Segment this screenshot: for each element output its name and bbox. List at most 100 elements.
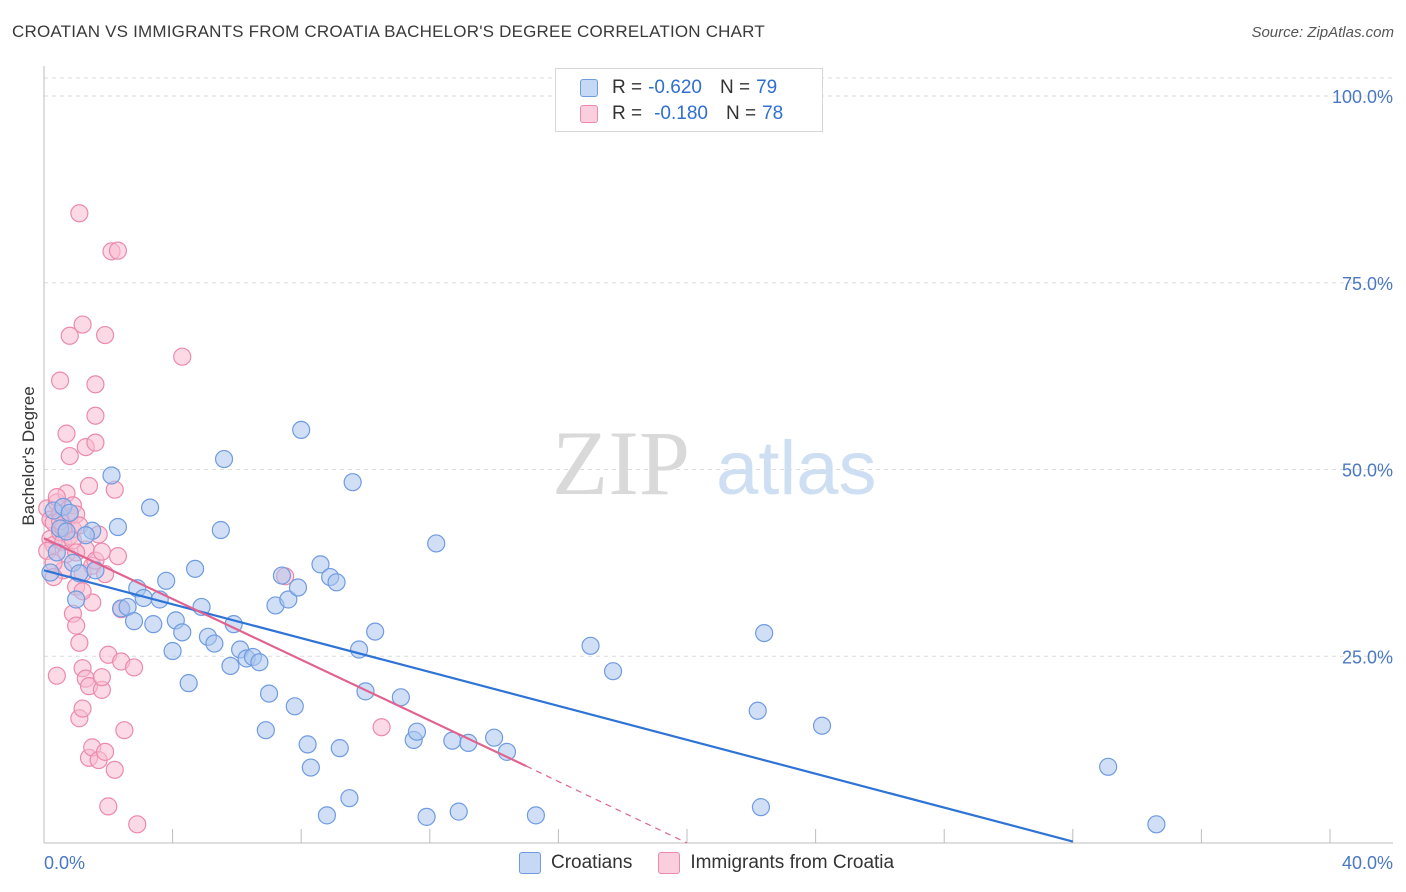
data-point-immigrants bbox=[47, 666, 66, 685]
data-point-croatians bbox=[76, 526, 95, 545]
data-point-immigrants bbox=[57, 424, 76, 443]
series-croatians-points bbox=[41, 420, 1166, 834]
data-point-immigrants bbox=[73, 315, 92, 334]
data-point-immigrants bbox=[73, 699, 92, 718]
trend-line-croatians bbox=[43, 569, 1074, 843]
legend-swatch-blue bbox=[580, 79, 598, 97]
series-immigrants-points bbox=[38, 204, 391, 834]
data-point-immigrants bbox=[95, 742, 115, 761]
data-point-immigrants bbox=[92, 668, 111, 687]
data-point-croatians bbox=[272, 566, 292, 585]
trend-line-immigrants-extrapolated bbox=[525, 765, 688, 844]
data-point-croatians bbox=[298, 735, 317, 754]
data-point-croatians bbox=[144, 615, 163, 634]
grid-lines bbox=[44, 77, 1393, 657]
legend-n-value: 78 bbox=[762, 103, 784, 124]
data-point-immigrants bbox=[92, 542, 111, 561]
legend-label-croatians: Croatians bbox=[551, 852, 633, 873]
legend-label-immigrants: Immigrants from Croatia bbox=[690, 852, 895, 873]
data-point-croatians bbox=[205, 634, 224, 653]
data-point-croatians bbox=[67, 590, 86, 609]
data-point-croatians bbox=[366, 622, 385, 641]
data-point-croatians bbox=[485, 728, 504, 747]
data-point-croatians bbox=[755, 623, 774, 643]
y-tick-label: 75.0% bbox=[1342, 274, 1393, 294]
data-point-croatians bbox=[449, 802, 468, 821]
correlation-legend: R = -0.620 N = 79 R = -0.180 N = 78 bbox=[555, 68, 823, 132]
data-point-croatians bbox=[211, 520, 230, 540]
data-point-croatians bbox=[327, 573, 346, 592]
data-point-croatians bbox=[407, 722, 427, 741]
data-point-croatians bbox=[356, 682, 375, 701]
legend-swatch-blue bbox=[519, 852, 541, 874]
data-point-croatians bbox=[102, 466, 121, 485]
data-point-croatians bbox=[343, 473, 362, 492]
data-point-croatians bbox=[57, 522, 76, 541]
trend-lines bbox=[43, 537, 1074, 844]
data-point-croatians bbox=[163, 641, 182, 661]
data-point-immigrants bbox=[105, 760, 124, 779]
data-point-immigrants bbox=[86, 375, 105, 394]
watermark: ZIP atlas bbox=[552, 412, 877, 514]
data-point-immigrants bbox=[70, 204, 89, 223]
data-point-croatians bbox=[214, 449, 234, 469]
source-label: Source: ZipAtlas.com bbox=[1251, 24, 1394, 41]
data-point-immigrants bbox=[108, 547, 128, 566]
y-axis-label: Bachelor's Degree bbox=[19, 386, 38, 525]
data-point-croatians bbox=[186, 559, 205, 578]
legend-row-immigrants: R = -0.180 N = 78 bbox=[580, 102, 783, 126]
data-point-immigrants bbox=[124, 658, 144, 677]
data-point-croatians bbox=[330, 739, 349, 758]
watermark-zip: ZIP bbox=[552, 412, 690, 514]
y-tick-label: 100.0% bbox=[1332, 87, 1393, 107]
series-legend: Croatians Immigrants from Croatia bbox=[519, 852, 920, 874]
chart-title: CROATIAN VS IMMIGRANTS FROM CROATIA BACH… bbox=[12, 22, 765, 41]
data-point-croatians bbox=[751, 798, 771, 817]
data-point-immigrants bbox=[108, 241, 128, 260]
data-point-immigrants bbox=[115, 721, 134, 740]
legend-r-value: -0.180 bbox=[654, 103, 708, 124]
watermark-atlas: atlas bbox=[716, 426, 877, 511]
data-point-immigrants bbox=[128, 815, 147, 834]
data-point-croatians bbox=[108, 517, 128, 537]
legend-n-label: N = bbox=[719, 77, 751, 98]
data-point-immigrants bbox=[50, 371, 70, 390]
data-point-croatians bbox=[256, 721, 275, 740]
data-point-immigrants bbox=[99, 797, 118, 816]
data-point-immigrants bbox=[372, 718, 391, 737]
data-point-immigrants bbox=[173, 347, 192, 366]
data-point-immigrants bbox=[60, 326, 79, 345]
legend-swatch-pink bbox=[658, 852, 681, 874]
data-point-immigrants bbox=[67, 616, 86, 635]
legend-item-croatians: Croatians bbox=[519, 852, 632, 874]
x-tick-label: 40.0% bbox=[1342, 853, 1393, 873]
data-point-croatians bbox=[179, 674, 198, 693]
data-point-croatians bbox=[1147, 815, 1166, 834]
data-point-croatians bbox=[526, 806, 545, 825]
data-point-immigrants bbox=[70, 633, 89, 652]
legend-row-croatians: R = -0.620 N = 79 bbox=[580, 76, 777, 100]
data-point-immigrants bbox=[86, 406, 105, 425]
data-point-croatians bbox=[221, 656, 240, 676]
data-point-croatians bbox=[279, 590, 298, 609]
data-point-croatians bbox=[285, 697, 304, 716]
data-point-croatians bbox=[292, 420, 311, 440]
data-point-croatians bbox=[259, 684, 279, 703]
data-point-croatians bbox=[317, 806, 337, 825]
data-point-croatians bbox=[140, 498, 160, 517]
data-point-croatians bbox=[173, 623, 192, 642]
data-point-immigrants bbox=[79, 476, 99, 496]
x-tick-label: 0.0% bbox=[44, 853, 85, 873]
trend-line-immigrants bbox=[43, 537, 527, 768]
y-tick-label: 25.0% bbox=[1342, 647, 1393, 667]
axes bbox=[43, 66, 1393, 844]
legend-swatch-pink bbox=[580, 105, 598, 123]
data-point-croatians bbox=[288, 578, 308, 597]
data-point-croatians bbox=[157, 571, 176, 590]
data-point-croatians bbox=[748, 701, 767, 720]
data-point-croatians bbox=[427, 534, 446, 553]
data-point-croatians bbox=[124, 612, 144, 631]
data-point-croatians bbox=[812, 716, 832, 735]
y-tick-label: 50.0% bbox=[1342, 461, 1393, 481]
